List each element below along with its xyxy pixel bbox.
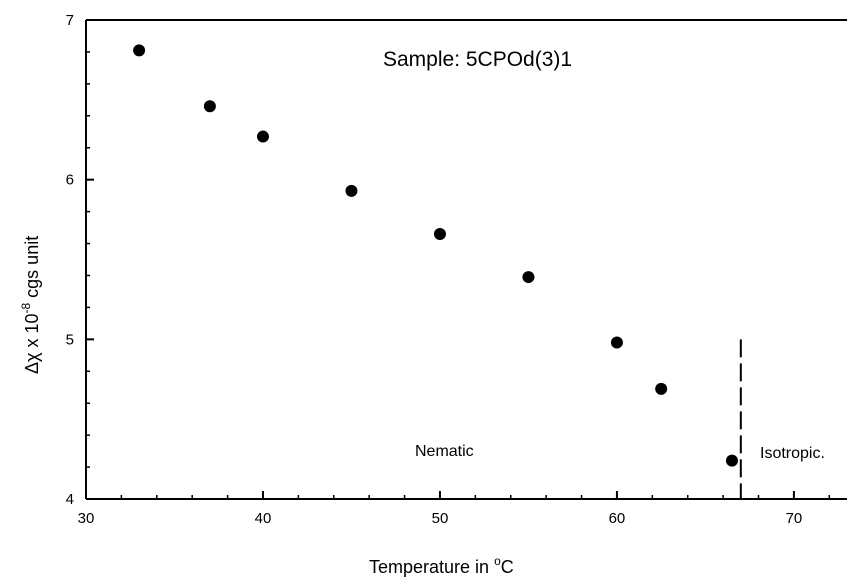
y-axis-title-main: Δχ x 10 — [22, 314, 42, 375]
y-tick-label: 7 — [66, 12, 74, 29]
x-axis-title-sup: o — [494, 554, 501, 568]
y-tick-label: 4 — [66, 491, 74, 508]
data-point — [522, 271, 535, 284]
data-point — [133, 44, 146, 57]
y-axis-title: Δχ x 10-8 cgs unit — [19, 236, 42, 374]
y-tick-label: 5 — [66, 331, 74, 348]
x-tick-label: 70 — [786, 510, 803, 527]
data-point — [256, 130, 269, 143]
data-point — [203, 100, 216, 113]
data-point — [610, 336, 623, 349]
nematic-label: Nematic — [415, 443, 474, 460]
chart-title: Sample: 5CPOd(3)1 — [383, 48, 572, 71]
data-points — [133, 44, 738, 467]
y-axis-title-tail: cgs unit — [22, 236, 42, 303]
data-point — [433, 227, 446, 240]
y-tick-label: 6 — [66, 172, 74, 189]
data-point — [345, 184, 358, 197]
data-point — [725, 454, 738, 467]
x-axis-title-main: Temperature in — [369, 557, 494, 577]
x-ticks: 30 40 50 60 70 — [78, 491, 831, 527]
y-ticks: 4 5 6 7 — [66, 12, 94, 508]
x-tick-label: 30 — [78, 510, 95, 527]
x-tick-label: 50 — [432, 510, 449, 527]
x-axis-title: Temperature in oC — [369, 554, 514, 577]
x-tick-label: 60 — [609, 510, 626, 527]
x-tick-label: 40 — [255, 510, 272, 527]
isotropic-label: Isotropic. — [760, 445, 825, 462]
axes — [85, 19, 847, 500]
x-axis-title-tail: C — [501, 557, 514, 577]
y-axis-title-sup: -8 — [19, 303, 33, 314]
data-point — [655, 382, 668, 395]
